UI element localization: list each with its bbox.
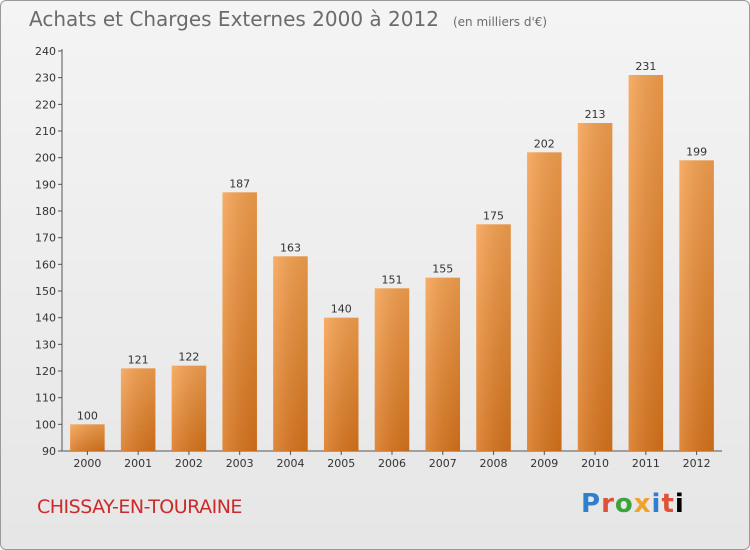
y-tick-label: 110 xyxy=(35,392,56,405)
x-tick-label-2006: 2006 xyxy=(378,457,406,470)
value-label-2006: 151 xyxy=(382,273,403,286)
value-label-2005: 140 xyxy=(331,303,352,316)
value-label-2002: 122 xyxy=(178,351,199,364)
y-tick-label: 190 xyxy=(35,178,56,191)
x-tick-label-2005: 2005 xyxy=(327,457,355,470)
x-tick-label-2007: 2007 xyxy=(429,457,457,470)
y-tick-label: 210 xyxy=(35,125,56,138)
x-tick-label-2009: 2009 xyxy=(530,457,558,470)
value-label-2001: 121 xyxy=(128,353,149,366)
x-tick-label-2010: 2010 xyxy=(581,457,609,470)
y-tick-label: 170 xyxy=(35,232,56,245)
chart-title-text: Achats et Charges Externes 2000 à 2012 xyxy=(29,7,439,31)
value-label-2010: 213 xyxy=(585,108,606,121)
y-tick-label: 100 xyxy=(35,418,56,431)
value-label-2008: 175 xyxy=(483,209,504,222)
y-tick-label: 220 xyxy=(35,98,56,111)
bar-shade-2002 xyxy=(171,365,207,451)
bar-shade-2012 xyxy=(679,160,714,452)
bar-shade-2011 xyxy=(628,75,664,451)
value-label-2007: 155 xyxy=(432,263,453,276)
bar-shade-2001 xyxy=(120,368,156,451)
value-label-2003: 187 xyxy=(229,177,250,190)
bar-shade-2009 xyxy=(527,152,562,452)
y-tick-label: 200 xyxy=(35,152,56,165)
bar-shade-2008 xyxy=(476,224,511,451)
x-tick-label-2012: 2012 xyxy=(683,457,711,470)
value-label-2000: 100 xyxy=(77,409,98,422)
x-tick-label-2004: 2004 xyxy=(276,457,304,470)
bar-shade-2005 xyxy=(323,317,359,451)
bar-shade-2004 xyxy=(273,256,308,451)
x-tick-label-2011: 2011 xyxy=(632,457,660,470)
y-tick-label: 140 xyxy=(35,312,56,325)
chart-unit: (en milliers d'€) xyxy=(452,15,548,29)
y-tick-label: 230 xyxy=(35,72,56,85)
x-tick-label-2002: 2002 xyxy=(175,457,203,470)
value-label-2009: 202 xyxy=(534,137,555,150)
x-tick-label-2008: 2008 xyxy=(480,457,508,470)
x-tick-label-2003: 2003 xyxy=(226,457,254,470)
x-tick-label-2000: 2000 xyxy=(73,457,101,470)
value-label-2011: 231 xyxy=(635,60,656,73)
commune-name: CHISSAY-EN-TOURAINE xyxy=(37,496,242,518)
y-tick-label: 160 xyxy=(35,258,56,271)
chart-title: Achats et Charges Externes 2000 à 2012 (e… xyxy=(29,7,547,31)
bar-shade-2000 xyxy=(70,424,105,451)
y-tick-label: 240 xyxy=(35,45,56,58)
value-label-2004: 163 xyxy=(280,241,301,254)
y-tick-label: 180 xyxy=(35,205,56,218)
bar-shade-2007 xyxy=(425,277,461,451)
x-tick-label-2001: 2001 xyxy=(124,457,152,470)
bar-shade-2003 xyxy=(222,192,257,452)
proxiti-logo: Proxiti xyxy=(581,489,685,519)
y-tick-label: 150 xyxy=(35,285,56,298)
value-label-2012: 199 xyxy=(686,145,707,158)
bar-shade-2010 xyxy=(577,123,613,451)
bar-shade-2006 xyxy=(374,288,410,451)
y-tick-label: 130 xyxy=(35,338,56,351)
y-tick-label: 90 xyxy=(42,445,56,458)
y-tick-label: 120 xyxy=(35,365,56,378)
